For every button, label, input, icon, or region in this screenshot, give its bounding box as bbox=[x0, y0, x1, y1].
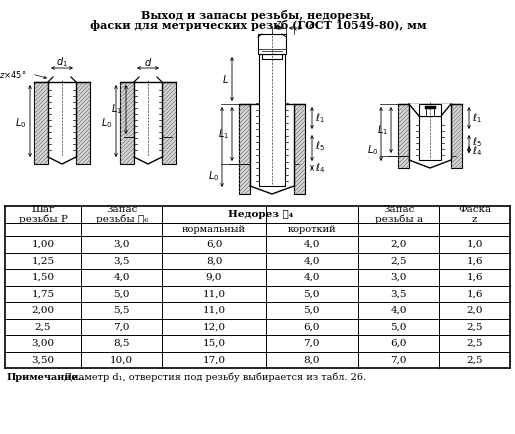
Text: 9,0: 9,0 bbox=[206, 273, 222, 282]
Bar bbox=[451, 104, 462, 168]
Text: 2,5: 2,5 bbox=[35, 322, 52, 331]
Text: 1,50: 1,50 bbox=[31, 273, 55, 282]
Bar bbox=[419, 116, 441, 160]
Bar bbox=[409, 104, 451, 160]
Text: 1,6: 1,6 bbox=[467, 273, 483, 282]
Text: $L$: $L$ bbox=[222, 73, 229, 85]
Text: 10,0: 10,0 bbox=[110, 355, 133, 364]
Text: $\ell_5$: $\ell_5$ bbox=[472, 135, 482, 149]
Text: Выход и запасы резьбы, недорезы,: Выход и запасы резьбы, недорезы, bbox=[141, 10, 375, 21]
Text: Диаметр d₁, отверстия под резьбу выбирается из табл. 26.: Диаметр d₁, отверстия под резьбу выбирае… bbox=[61, 373, 366, 382]
Bar bbox=[5, 206, 510, 368]
Bar bbox=[120, 82, 134, 164]
Text: 8,5: 8,5 bbox=[113, 339, 130, 348]
Text: $L_1$: $L_1$ bbox=[111, 102, 122, 116]
Text: 15,0: 15,0 bbox=[202, 339, 226, 348]
Text: 2,5: 2,5 bbox=[467, 322, 483, 331]
Text: 6,0: 6,0 bbox=[206, 240, 222, 249]
Text: $d_1$: $d_1$ bbox=[56, 55, 68, 69]
Text: 2,5: 2,5 bbox=[467, 355, 483, 364]
Bar bbox=[259, 54, 285, 186]
Text: 5,0: 5,0 bbox=[113, 289, 130, 298]
Bar bbox=[419, 104, 441, 116]
Text: 1,75: 1,75 bbox=[31, 289, 55, 298]
Bar bbox=[294, 104, 305, 194]
Bar bbox=[250, 104, 294, 186]
Text: $d$: $d$ bbox=[144, 56, 152, 68]
Text: 5,0: 5,0 bbox=[303, 306, 320, 315]
Text: 2,5: 2,5 bbox=[390, 256, 407, 265]
Text: 5,5: 5,5 bbox=[113, 306, 130, 315]
Text: 2,5: 2,5 bbox=[467, 339, 483, 348]
Polygon shape bbox=[409, 104, 451, 116]
Text: $\ell_1$: $\ell_1$ bbox=[472, 111, 482, 125]
Text: фаски для метрических резьб (ГОСТ 10549-80), мм: фаски для метрических резьб (ГОСТ 10549-… bbox=[90, 20, 426, 31]
Text: 4,0: 4,0 bbox=[303, 240, 320, 249]
Text: 4,0: 4,0 bbox=[390, 306, 407, 315]
Text: $z$: $z$ bbox=[275, 19, 282, 29]
Text: Запас
резьбы a: Запас резьбы a bbox=[374, 204, 423, 224]
Text: $L_0$: $L_0$ bbox=[14, 116, 26, 130]
Text: нормальный: нормальный bbox=[182, 225, 246, 234]
Text: $z ×45°$: $z ×45°$ bbox=[0, 69, 26, 79]
Text: 3,0: 3,0 bbox=[390, 273, 407, 282]
Text: 3,0: 3,0 bbox=[113, 240, 130, 249]
Text: 1,6: 1,6 bbox=[467, 289, 483, 298]
Text: 11,0: 11,0 bbox=[202, 306, 226, 315]
Text: Примечание..: Примечание.. bbox=[7, 373, 85, 382]
Text: Запас
резьбы ℓ₆: Запас резьбы ℓ₆ bbox=[96, 204, 148, 224]
Text: 7,0: 7,0 bbox=[390, 355, 407, 364]
Text: $L_1$: $L_1$ bbox=[218, 127, 229, 141]
Text: 7,0: 7,0 bbox=[303, 339, 320, 348]
Text: 8,0: 8,0 bbox=[206, 256, 222, 265]
Text: 1,0: 1,0 bbox=[467, 240, 483, 249]
Bar bbox=[239, 104, 250, 194]
Text: 17,0: 17,0 bbox=[202, 355, 226, 364]
Text: $L_0$: $L_0$ bbox=[208, 169, 219, 183]
Text: Шаг
резьбы P: Шаг резьбы P bbox=[19, 204, 67, 224]
Text: 5,0: 5,0 bbox=[303, 289, 320, 298]
Bar bbox=[48, 82, 76, 157]
Text: 4,0: 4,0 bbox=[113, 273, 130, 282]
Text: 4,0: 4,0 bbox=[303, 256, 320, 265]
Text: $a$: $a$ bbox=[308, 20, 315, 30]
Text: $\ell_4$: $\ell_4$ bbox=[472, 145, 482, 158]
Text: 7,0: 7,0 bbox=[113, 322, 130, 331]
Bar bbox=[258, 34, 286, 54]
Text: 1,00: 1,00 bbox=[31, 240, 55, 249]
Text: Недорез ℓ₄: Недорез ℓ₄ bbox=[228, 210, 293, 219]
Bar bbox=[162, 82, 176, 164]
Text: $L_0$: $L_0$ bbox=[100, 116, 112, 130]
Text: 1,6: 1,6 bbox=[467, 256, 483, 265]
Text: 2,00: 2,00 bbox=[31, 306, 55, 315]
Text: короткий: короткий bbox=[287, 225, 336, 234]
Text: 1,25: 1,25 bbox=[31, 256, 55, 265]
Text: $L_0$: $L_0$ bbox=[367, 143, 378, 157]
Bar bbox=[76, 82, 90, 164]
Text: 6,0: 6,0 bbox=[303, 322, 320, 331]
Text: 3,5: 3,5 bbox=[113, 256, 130, 265]
Text: $L_1$: $L_1$ bbox=[377, 123, 388, 137]
Bar bbox=[34, 82, 48, 164]
Text: 8,0: 8,0 bbox=[303, 355, 320, 364]
Text: 6,0: 6,0 bbox=[390, 339, 407, 348]
Bar bbox=[134, 82, 162, 157]
Text: 12,0: 12,0 bbox=[202, 322, 226, 331]
Text: $\ell_5$: $\ell_5$ bbox=[315, 139, 325, 153]
Bar bbox=[262, 54, 282, 59]
Bar bbox=[398, 104, 409, 168]
Text: 2,0: 2,0 bbox=[467, 306, 483, 315]
Text: 3,5: 3,5 bbox=[390, 289, 407, 298]
Text: Фаска
z: Фаска z bbox=[458, 205, 491, 224]
Text: 3,00: 3,00 bbox=[31, 339, 55, 348]
Text: $\ell_4$: $\ell_4$ bbox=[315, 161, 325, 175]
Text: 5,0: 5,0 bbox=[390, 322, 407, 331]
Text: 11,0: 11,0 bbox=[202, 289, 226, 298]
Text: 2,0: 2,0 bbox=[390, 240, 407, 249]
Text: 4,0: 4,0 bbox=[303, 273, 320, 282]
Text: $\ell_1$: $\ell_1$ bbox=[315, 111, 325, 125]
Text: 3,50: 3,50 bbox=[31, 355, 55, 364]
